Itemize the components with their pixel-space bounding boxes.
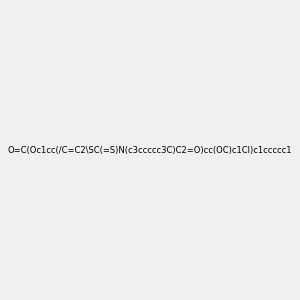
- Text: O=C(Oc1cc(/C=C2\SC(=S)N(c3ccccc3C)C2=O)cc(OC)c1Cl)c1ccccc1: O=C(Oc1cc(/C=C2\SC(=S)N(c3ccccc3C)C2=O)c…: [8, 146, 292, 154]
